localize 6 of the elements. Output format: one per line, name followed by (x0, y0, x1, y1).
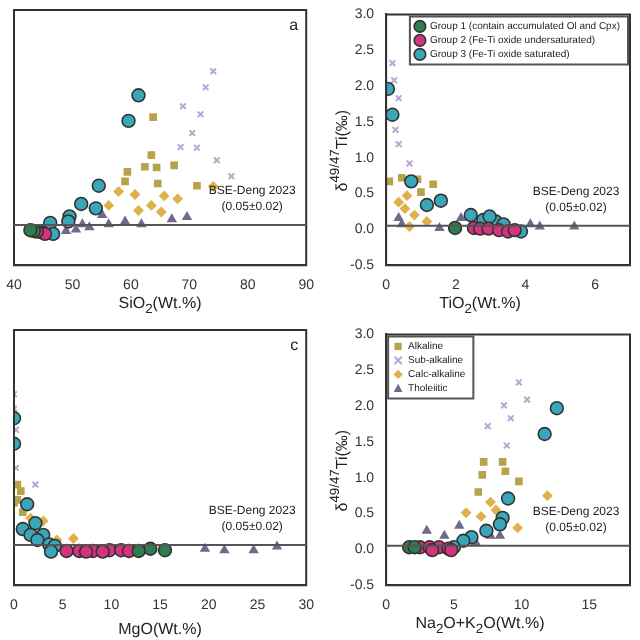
x-axis-title: Na$_{2}$O+K$_{2}$O(Wt.%) (413, 614, 547, 638)
x-axis-title: MgO(Wt.%) (116, 620, 204, 638)
annotation: c (290, 336, 299, 355)
x-axis-title: TiO$_{2}$(Wt.%) (437, 294, 523, 318)
x-axis-title: SiO$_{2}$(Wt.%) (116, 294, 204, 318)
annotation: a (289, 16, 300, 35)
